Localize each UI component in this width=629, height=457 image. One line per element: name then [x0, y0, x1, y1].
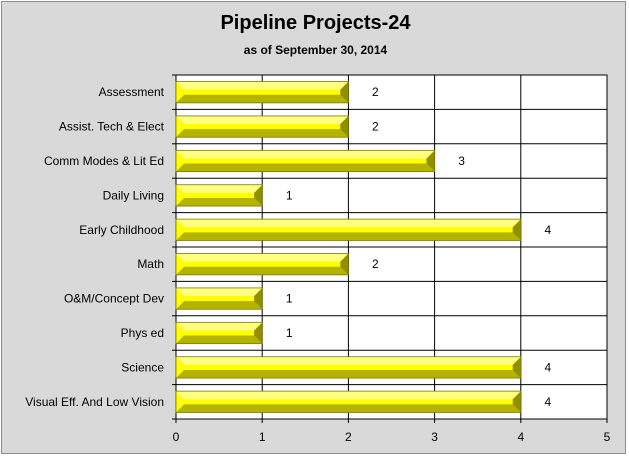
bar-bevel-top: [176, 287, 263, 297]
bar-bevel-bottom: [176, 404, 521, 413]
category-label: Math: [137, 257, 164, 271]
x-tick-label: 3: [431, 430, 438, 444]
bar-outline: [175, 81, 349, 104]
bar-data-label: 4: [544, 395, 551, 409]
bar-bevel-right: [340, 253, 349, 275]
bar-bevel-bottom: [176, 163, 435, 172]
bar-data-label: 2: [372, 257, 379, 271]
bar: [175, 115, 349, 138]
x-tick-label: 5: [604, 430, 611, 444]
bar-outline: [175, 287, 263, 310]
category-label: Comm Modes & Lit Ed: [44, 154, 164, 168]
bar-bevel-top: [176, 356, 521, 365]
category-label: Assessment: [99, 85, 165, 99]
bar: [175, 218, 522, 241]
bar-data-label: 1: [286, 188, 293, 202]
bar-bevel-top: [176, 391, 521, 400]
bar: [175, 321, 263, 345]
category-label: Phys ed: [121, 326, 164, 340]
bar: [175, 390, 522, 413]
bar-bevel-top: [176, 219, 521, 228]
bar-bevel-bottom: [176, 232, 521, 241]
category-label: Visual Eff. And Low Vision: [25, 395, 164, 409]
chart-subtitle: as of September 30, 2014: [243, 43, 388, 57]
bar-bevel-top: [176, 322, 263, 331]
bar-bevel-right: [254, 184, 263, 207]
bar-bevel-top: [176, 253, 349, 262]
bar: [175, 149, 436, 173]
bar-bevel-top: [176, 81, 349, 90]
bar-bevel-right: [340, 115, 349, 138]
bar-bevel-right: [340, 81, 349, 103]
bar-data-label: 1: [286, 326, 293, 340]
category-label: O&M/Concept Dev: [64, 292, 164, 306]
bar-outline: [175, 321, 263, 345]
bar-bevel-bottom: [176, 129, 349, 138]
bar-bevel-right: [426, 150, 435, 172]
bar-bevel-right: [512, 356, 521, 379]
bar: [175, 184, 263, 207]
bar-bevel-bottom: [176, 335, 263, 344]
bar-data-label: 2: [372, 120, 379, 134]
bar-outline: [175, 115, 349, 138]
bar-bevel-bottom: [176, 301, 263, 310]
labels: 0 1 2 3 4 5 2 Assessment 2 Assist. Tech & Elect 3 C…: [25, 85, 610, 444]
bar-bevel-right: [254, 322, 263, 344]
bar-bevel-bottom: [176, 94, 349, 103]
bar: [175, 287, 263, 310]
bar-bevel-right: [512, 219, 521, 241]
category-label: Science: [121, 360, 164, 374]
bar-data-label: 3: [458, 154, 465, 168]
category-label: Early Childhood: [79, 223, 164, 237]
bar-data-label: 4: [544, 360, 551, 374]
bar-bevel-top: [176, 115, 349, 125]
bar-bevel-bottom: [176, 266, 349, 275]
bar-outline: [175, 149, 436, 173]
bar-outline: [175, 356, 522, 379]
bar-bevel-top: [176, 150, 435, 159]
bar-outline: [175, 218, 522, 241]
bar-data-label: 4: [544, 223, 551, 237]
x-tick-label: 4: [517, 430, 524, 444]
bar-bevel-right: [254, 287, 263, 310]
bar-bevel-bottom: [176, 369, 521, 379]
bars: [175, 81, 522, 413]
bar-data-label: 1: [286, 292, 293, 306]
bar-data-label: 2: [372, 85, 379, 99]
bar-outline: [175, 184, 263, 207]
bar: [175, 253, 349, 276]
bar: [175, 356, 522, 379]
bar: [175, 81, 349, 104]
bar-bevel-top: [176, 184, 263, 193]
x-tick-label: 2: [345, 430, 352, 444]
bar-outline: [175, 390, 522, 413]
bar-bevel-right: [512, 391, 521, 413]
bar-bevel-bottom: [176, 197, 263, 207]
category-label: Assist. Tech & Elect: [59, 120, 165, 134]
bar-outline: [175, 253, 349, 276]
chart-title: Pipeline Projects-24: [220, 12, 411, 34]
x-tick-label: 1: [259, 430, 266, 444]
category-label: Daily Living: [103, 188, 164, 202]
x-tick-label: 0: [173, 430, 180, 444]
